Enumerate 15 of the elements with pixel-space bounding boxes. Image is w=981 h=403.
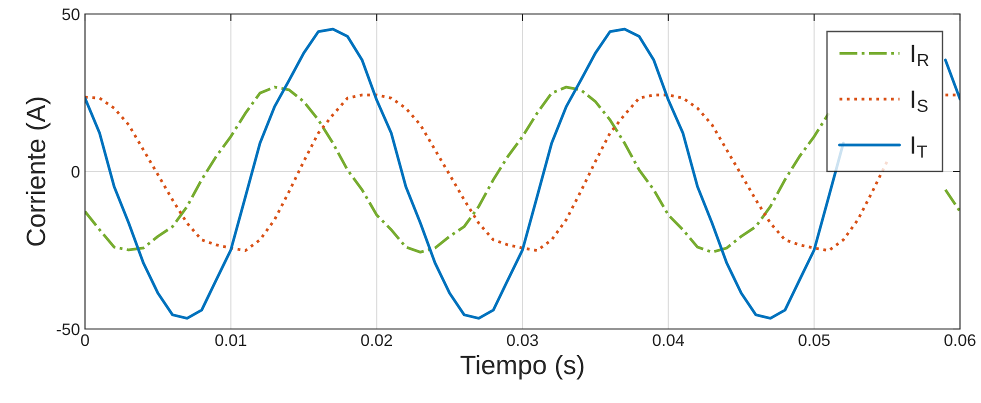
x-tick-label: 0.03 [506,334,538,346]
x-axis-title: Tiempo (s) [460,354,584,380]
y-tick-label: -50 [56,323,80,336]
x-tick-label: 0.04 [652,334,684,346]
x-tick-label: 0.01 [215,334,246,346]
y-axis-title: Corriente (A) [26,98,50,246]
x-tick-label: 0.06 [944,334,976,346]
legend-label: I$_{T}$ [912,136,927,158]
y-tick-label: 50 [62,8,80,20]
legend-label: I$_{S}$ [912,90,928,112]
x-tick-label: 0.02 [361,334,392,346]
x-tick-label: 0 [81,334,89,346]
y-tick-label: 0 [72,166,80,178]
x-tick-label: 0.05 [798,334,830,346]
legend-label: I$_{R}$ [912,44,929,66]
